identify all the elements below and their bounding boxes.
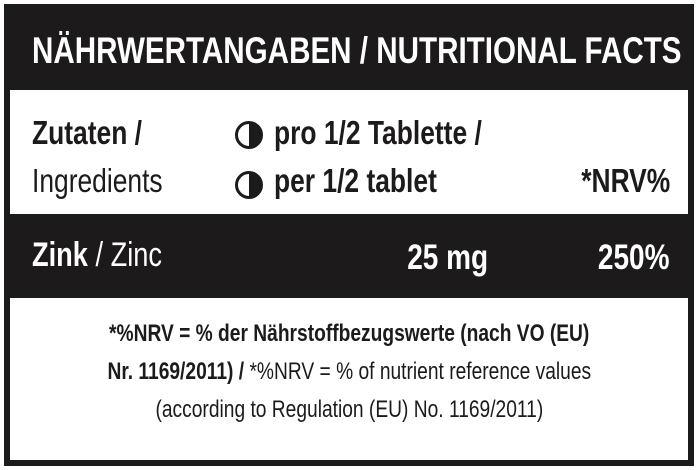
footnote-text: Nr. 1169/2011) / *%NRV = % of nutrient r… [107, 358, 591, 386]
footnote-text: *%NRV = % der Nährstoffbezugswerte (nach… [108, 320, 590, 347]
ingredient-en-text: Ingredients [32, 162, 163, 199]
nrv-header-text: *NRV% [580, 162, 670, 199]
nutrient-de: Zink [32, 236, 88, 274]
ingredient-de: Zutaten / [32, 114, 170, 152]
nutrient-name: Zink / Zinc [32, 236, 194, 275]
ingredient-de-text: Zutaten / [32, 114, 142, 151]
nutrient-name-text: Zink / Zinc [32, 236, 162, 275]
footnote-en: *%NRV = % of nutrient reference values [249, 358, 591, 385]
amount: 25 mg [387, 238, 488, 278]
footnote-de: Nr. 1169/2011) / [107, 358, 244, 385]
amount-text: 25 mg [407, 238, 488, 277]
nrv-text: 250% [598, 238, 670, 277]
amount-de: pro 1/2 Tablette / [274, 114, 534, 152]
footnote-line: Nr. 1169/2011) / *%NRV = % of nutrient r… [10, 358, 688, 386]
nrv-header: *NRV% [559, 162, 670, 200]
nutrition-label: NÄHRWERTANGABEN / NUTRITIONAL FACTS Zuta… [4, 4, 694, 466]
nrv: 250% [580, 238, 670, 278]
footnote-text: (according to Regulation (EU) No. 1169/2… [155, 396, 543, 423]
header-band: NÄHRWERTANGABEN / NUTRITIONAL FACTS [10, 10, 688, 90]
footnote-line: (according to Regulation (EU) No. 1169/2… [10, 396, 688, 424]
title: NÄHRWERTANGABEN / NUTRITIONAL FACTS [32, 30, 698, 72]
half-tablet-icon [235, 121, 263, 149]
amount-de-text: pro 1/2 Tablette / [274, 114, 482, 151]
amount-en: per 1/2 tablet [274, 162, 478, 200]
row-band: Zink / Zinc 25 mg 250% [10, 214, 688, 298]
footnote-line: *%NRV = % der Nährstoffbezugswerte (nach… [10, 320, 688, 348]
amount-en-text: per 1/2 tablet [274, 162, 437, 199]
half-tablet-icon [235, 171, 263, 199]
nutrient-en: / Zinc [95, 236, 162, 274]
ingredient-en: Ingredients [32, 162, 195, 200]
title-text: NÄHRWERTANGABEN / NUTRITIONAL FACTS [32, 30, 682, 71]
